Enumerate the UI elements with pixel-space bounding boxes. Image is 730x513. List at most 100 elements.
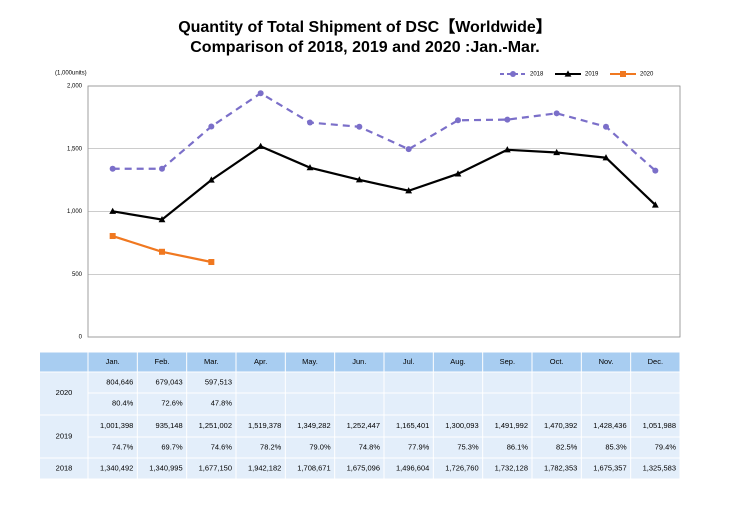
table-value: 1,300,093 [445,421,478,430]
table-value: 679,043 [156,377,183,386]
x-tick-label: Aug. [450,357,465,366]
marker [603,123,609,130]
row-label: 2018 [56,463,73,472]
table-header [40,352,680,372]
y-tick-label: 500 [72,272,83,278]
marker [356,123,363,130]
x-tick-label: Jan. [106,357,120,366]
marker [208,123,215,130]
table-yoy: 74.7% [112,442,134,451]
marker [405,187,413,194]
marker [159,248,165,255]
marker [651,201,659,208]
table-yoy: 74.8% [359,442,381,451]
table-value: 1,519,378 [248,421,281,430]
legend-label: 2018 [530,72,544,78]
x-tick-label: May. [302,357,318,366]
table-value: 1,251,002 [199,421,232,430]
marker [504,116,511,123]
table-yoy: 80.4% [112,398,134,407]
marker [159,165,165,172]
x-tick-label: Nov. [599,357,614,366]
table-body [40,372,680,479]
table-value: 1,165,401 [396,421,429,430]
table-value: 1,732,128 [495,463,528,472]
x-tick-label: Feb. [154,357,169,366]
marker [208,259,215,266]
marker [455,117,461,124]
x-tick-label: Oct. [550,357,564,366]
marker [306,164,314,171]
x-tick-label: Jun. [352,357,366,366]
table-value: 1,491,992 [495,421,528,430]
y-tick-label: 1,500 [67,146,83,152]
table-yoy: 47.8% [211,398,233,407]
table-value: 1,001,398 [100,421,133,430]
marker [109,165,116,172]
table-value: 1,675,357 [593,463,626,472]
marker [109,207,117,214]
table-value: 1,051,988 [643,421,676,430]
y-unit: (1,000units) [55,71,87,77]
table-value: 1,782,353 [544,463,577,472]
table-yoy: 82.5% [556,442,578,451]
table-yoy: 69.7% [161,442,183,451]
chart-title: Quantity of Total Shipment of DSC【Worldw… [178,18,552,36]
table-yoy: 79.0% [309,442,331,451]
legend-label: 2019 [585,72,599,78]
table-value: 1,325,583 [643,463,676,472]
table-value: 1,428,436 [593,421,626,430]
x-tick-label: Sep. [500,357,515,366]
marker [158,216,166,223]
marker [553,110,560,117]
table-value: 1,252,447 [347,421,380,430]
table-yoy: 78.2% [260,442,282,451]
marker [652,167,659,174]
y-tick-label: 1,000 [67,209,83,215]
table-value: 1,470,392 [544,421,577,430]
legend-marker [620,71,626,77]
x-tick-label: Dec. [648,357,663,366]
marker [454,170,462,177]
table-value: 1,726,760 [445,463,478,472]
table-value: 935,148 [156,421,183,430]
table-value: 804,646 [106,377,133,386]
x-tick-label: Jul. [403,357,415,366]
table-yoy: 79.4% [655,442,677,451]
table-yoy: 72.6% [161,398,183,407]
marker [207,176,215,183]
table-yoy: 85.3% [605,442,627,451]
y-tick-label: 2,000 [67,84,83,90]
table-value: 597,513 [205,377,232,386]
marker [355,176,363,183]
table-value: 1,496,604 [396,463,429,472]
table-value: 1,340,995 [149,463,182,472]
table-value: 1,349,282 [297,421,330,430]
marker [257,90,264,97]
row-label: 2020 [56,388,73,397]
table-value: 1,675,096 [347,463,380,472]
x-tick-label: Mar. [204,357,219,366]
x-tick-label: Apr. [254,357,267,366]
table-value: 1,340,492 [100,463,133,472]
table-value: 1,708,671 [297,463,330,472]
table-yoy: 74.6% [211,442,233,451]
table-value: 1,942,182 [248,463,281,472]
marker [602,154,610,161]
table-yoy: 75.3% [457,442,479,451]
legend-marker [564,70,572,77]
legend-label: 2020 [640,72,654,78]
row-label: 2019 [56,431,73,440]
legend-marker [510,71,516,77]
table-value: 1,677,150 [199,463,232,472]
marker [307,119,313,126]
marker [405,146,412,153]
table-yoy: 77.9% [408,442,430,451]
marker [109,233,116,240]
series-line [112,145,657,221]
chart-subtitle: Comparison of 2018, 2019 and 2020 :Jan.-… [190,39,539,56]
marker [257,142,265,149]
marker [503,146,511,153]
table-yoy: 86.1% [507,442,529,451]
